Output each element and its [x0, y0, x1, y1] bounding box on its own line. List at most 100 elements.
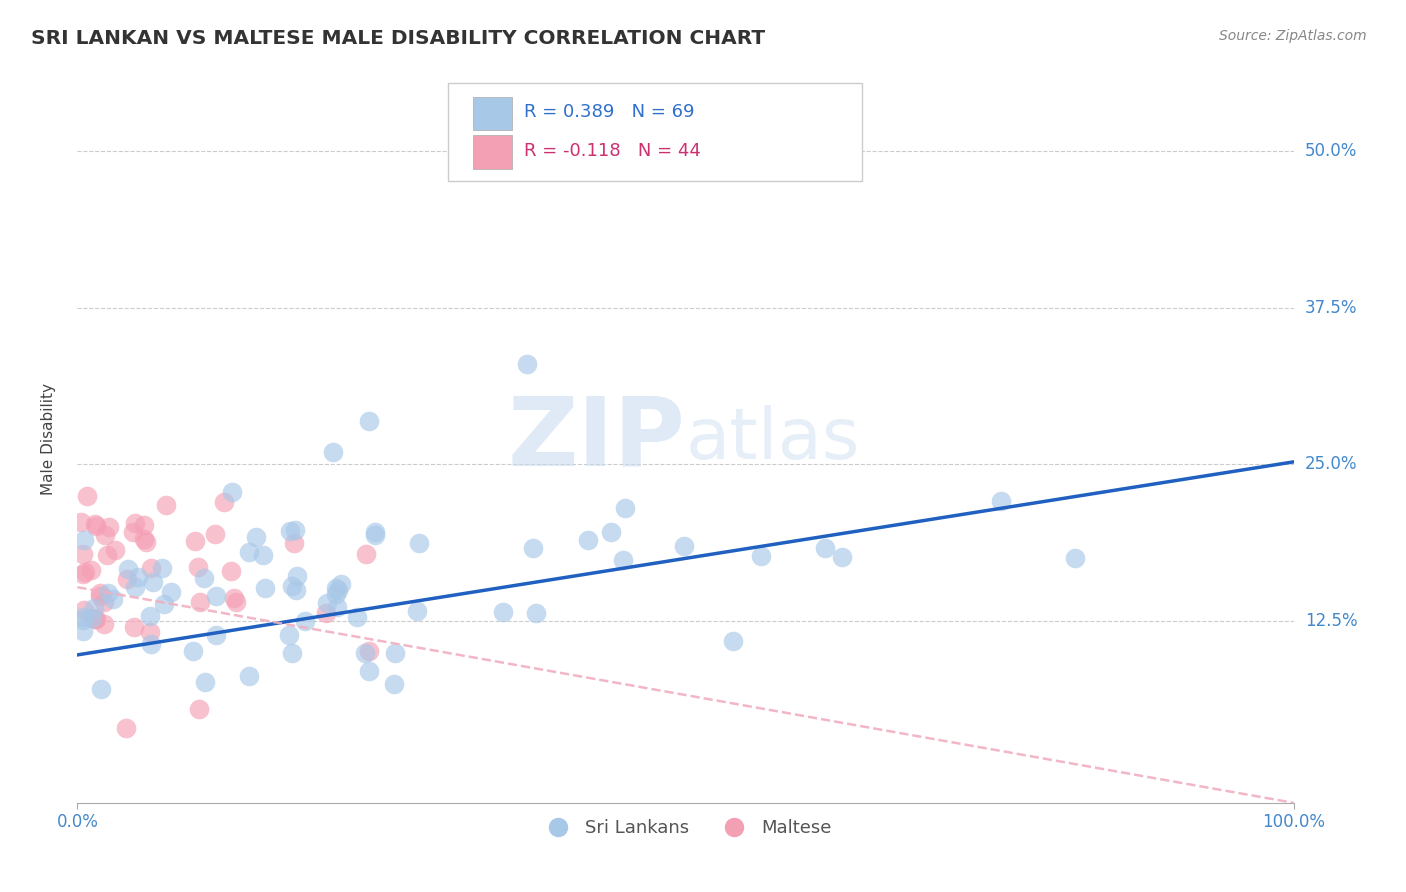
Point	[238, 669, 260, 683]
Point	[330, 577, 353, 591]
Point	[155, 498, 177, 512]
Point	[115, 721, 138, 735]
Point	[328, 582, 350, 597]
Point	[294, 614, 316, 628]
Point	[72, 547, 94, 561]
Point	[382, 677, 405, 691]
Point	[72, 609, 94, 624]
Point	[70, 515, 93, 529]
Point	[346, 610, 368, 624]
Text: R = 0.389   N = 69: R = 0.389 N = 69	[523, 103, 695, 121]
Point	[613, 501, 636, 516]
Point	[281, 646, 304, 660]
Text: ZIP: ZIP	[508, 392, 686, 486]
Point	[72, 624, 94, 638]
Point	[97, 585, 120, 599]
Point	[322, 445, 344, 459]
Point	[150, 561, 173, 575]
Point	[135, 535, 157, 549]
Point	[181, 643, 204, 657]
Point	[357, 644, 380, 658]
Point	[278, 628, 301, 642]
Text: 50.0%: 50.0%	[1305, 142, 1357, 160]
Point	[73, 603, 96, 617]
Point	[75, 565, 97, 579]
Point	[93, 617, 115, 632]
Legend: Sri Lankans, Maltese: Sri Lankans, Maltese	[533, 813, 838, 845]
Point	[283, 535, 305, 549]
Point	[187, 560, 209, 574]
Point	[96, 548, 118, 562]
Text: 37.5%: 37.5%	[1305, 299, 1357, 317]
Point	[76, 489, 98, 503]
Point	[524, 606, 547, 620]
Point	[98, 520, 121, 534]
Point	[285, 569, 308, 583]
Point	[245, 530, 267, 544]
Point	[117, 572, 139, 586]
Point	[325, 582, 347, 596]
Point	[315, 606, 337, 620]
Point	[204, 589, 226, 603]
Point	[491, 606, 513, 620]
Point	[188, 595, 211, 609]
Point	[359, 664, 381, 678]
Point	[364, 524, 387, 539]
Point	[204, 527, 226, 541]
Point	[93, 594, 115, 608]
Point	[101, 592, 124, 607]
Point	[86, 519, 108, 533]
Point	[204, 628, 226, 642]
Text: 12.5%: 12.5%	[1305, 612, 1357, 630]
Point	[72, 566, 94, 581]
Point	[831, 550, 853, 565]
Text: 25.0%: 25.0%	[1305, 456, 1357, 474]
Point	[600, 524, 623, 539]
Point	[406, 604, 429, 618]
Point	[89, 586, 111, 600]
Point	[359, 413, 381, 427]
Point	[219, 564, 242, 578]
Point	[284, 523, 307, 537]
Text: Source: ZipAtlas.com: Source: ZipAtlas.com	[1219, 29, 1367, 43]
Point	[1063, 551, 1085, 566]
Point	[516, 357, 538, 371]
Point	[82, 611, 104, 625]
Point	[84, 516, 107, 531]
Point	[212, 495, 235, 509]
Y-axis label: Male Disability: Male Disability	[41, 384, 56, 495]
Point	[184, 533, 207, 548]
Point	[80, 610, 103, 624]
Point	[353, 646, 375, 660]
Point	[94, 528, 117, 542]
Point	[132, 517, 155, 532]
FancyBboxPatch shape	[472, 97, 512, 130]
Point	[285, 583, 308, 598]
Point	[90, 682, 112, 697]
FancyBboxPatch shape	[449, 83, 862, 181]
Text: SRI LANKAN VS MALTESE MALE DISABILITY CORRELATION CHART: SRI LANKAN VS MALTESE MALE DISABILITY CO…	[31, 29, 765, 47]
Point	[673, 539, 696, 553]
Point	[117, 562, 139, 576]
Point	[749, 549, 772, 563]
Point	[124, 581, 146, 595]
Point	[193, 571, 215, 585]
Point	[384, 646, 406, 660]
Point	[222, 591, 245, 606]
Point	[721, 633, 744, 648]
Point	[79, 563, 101, 577]
Point	[159, 585, 181, 599]
Point	[188, 702, 211, 716]
Point	[221, 485, 243, 500]
Point	[278, 524, 301, 538]
Point	[89, 589, 111, 603]
Point	[254, 581, 277, 595]
Point	[315, 596, 337, 610]
Point	[73, 533, 96, 547]
Point	[612, 553, 634, 567]
Point	[354, 548, 377, 562]
Point	[83, 612, 105, 626]
Point	[84, 612, 107, 626]
Point	[194, 675, 217, 690]
Point	[141, 561, 163, 575]
